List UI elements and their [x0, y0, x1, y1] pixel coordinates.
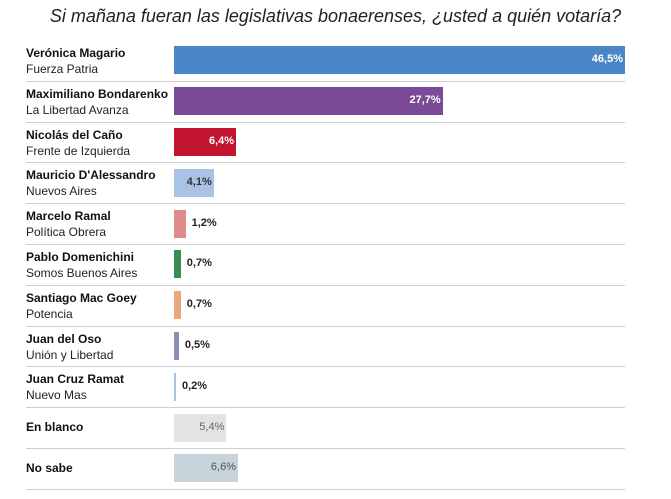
candidate-name: En blanco [26, 420, 84, 435]
chart-row: Maximiliano Bondarenko La Libertad Avanza… [26, 81, 625, 123]
party-name: Nuevo Mas [26, 388, 87, 403]
party-name: Política Obrera [26, 225, 107, 240]
value-label: 27,7% [409, 94, 441, 107]
value-label: 0,7% [186, 298, 212, 311]
value-label: 46,5% [591, 53, 623, 66]
value-label: 0,5% [184, 338, 210, 351]
bar [174, 127, 237, 156]
chart-row: Marcelo Ramal Política Obrera 1,2% [26, 203, 625, 245]
bar [174, 454, 238, 483]
value-label: 0,2% [182, 379, 208, 392]
bar [174, 291, 181, 320]
chart-row: Juan Cruz Ramat Nuevo Mas 0,2% [26, 366, 625, 409]
bar [174, 87, 443, 116]
bar [174, 413, 227, 442]
party-name: Potencia [26, 306, 73, 321]
candidate-name: No sabe [26, 461, 73, 475]
bar [174, 168, 214, 197]
value-label: 6,6% [210, 461, 236, 474]
bar [174, 250, 181, 279]
candidate-name: Juan del Oso [26, 331, 102, 346]
value-label: 4,1% [186, 175, 212, 188]
party-name: Unión y Libertad [26, 347, 114, 362]
bar [174, 209, 186, 238]
bar [174, 331, 179, 360]
bar [174, 372, 176, 401]
candidate-name: Marcelo Ramal [26, 209, 111, 224]
value-label: 0,7% [186, 257, 212, 270]
candidate-name: Santiago Mac Goey [26, 290, 137, 305]
chart-row: Verónica Magario Fuerza Patria 46,5% [26, 40, 625, 82]
party-name: Nuevos Aires [26, 184, 97, 199]
candidate-name: Pablo Domenichini [26, 250, 135, 264]
party-name: Fuerza Patria [26, 62, 99, 76]
value-label: 1,2% [191, 216, 217, 229]
chart-row: Juan del Oso Unión y Libertad 0,5% [26, 326, 625, 368]
value-label: 6,4% [208, 134, 235, 147]
party-name: Somos Buenos Aires [26, 266, 138, 280]
chart-row: Pablo Domenichini Somos Buenos Aires 0,7% [26, 244, 625, 286]
chart-row: Nicolás del Caño Frente de Izquierda 6,4% [26, 122, 625, 164]
chart-row: No sabe 6,6% [26, 448, 625, 490]
chart-title: Si mañana fueran las legislativas bonaer… [49, 6, 622, 26]
chart-row: Mauricio D'Alessandro Nuevos Aires 4,1% [26, 162, 625, 205]
chart-row: Santiago Mac Goey Potencia 0,7% [26, 285, 625, 327]
bar [174, 46, 625, 75]
candidate-name: Verónica Magario [26, 46, 126, 60]
value-label: 5,4% [199, 420, 225, 433]
chart-row: En blanco 5,4% [26, 407, 625, 449]
candidate-name: Maximiliano Bondarenko [26, 86, 169, 101]
party-name: La Libertad Avanza [26, 102, 129, 117]
party-name: Frente de Izquierda [26, 143, 131, 158]
candidate-name: Nicolás del Caño [26, 127, 123, 142]
candidate-name: Mauricio D'Alessandro [26, 168, 156, 183]
candidate-name: Juan Cruz Ramat [26, 372, 125, 387]
